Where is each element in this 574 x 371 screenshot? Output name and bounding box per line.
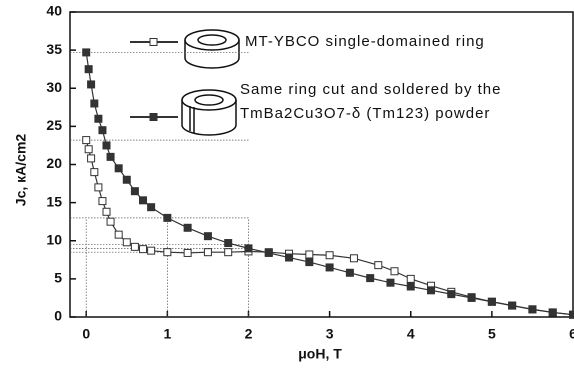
data-point [139,196,148,205]
data-point [147,246,156,255]
x-axis-label: μoH, T [298,346,342,362]
x-tick-label: 5 [488,326,496,342]
x-tick-label: 1 [163,326,171,342]
y-axis-label: Jc, кА/cm2 [13,134,29,207]
data-point [98,197,107,206]
data-point [447,290,456,299]
data-point [390,267,399,276]
data-point [130,187,139,196]
data-point [163,248,172,257]
x-tick-label: 2 [245,326,253,342]
data-point [82,136,91,145]
data-point [163,213,172,222]
data-point [406,282,415,291]
data-point [487,297,496,306]
data-point [82,48,91,57]
data-point [90,99,99,108]
series-line [85,139,574,316]
data-point [305,258,314,267]
data-point [106,152,115,161]
data-point [183,248,192,257]
data-point [94,183,103,192]
data-point [87,80,96,89]
data-point [98,126,107,135]
data-point [349,254,358,263]
data-point [90,168,99,177]
data-point [114,164,123,173]
y-tick-label: 30 [46,79,62,95]
legend-marker [149,113,158,121]
data-point [183,223,192,232]
data-point [224,239,233,248]
data-point [548,308,557,317]
x-tick-label: 4 [407,326,415,342]
data-point [374,261,383,270]
data-point [203,232,212,241]
series-line [85,52,574,316]
data-point [406,274,415,283]
data-point [244,244,253,253]
y-tick-label: 35 [46,41,62,57]
y-tick-label: 0 [54,308,62,324]
data-point [467,293,476,302]
data-point [122,175,131,184]
data-point [84,65,93,74]
data-point [87,154,96,163]
data-point [285,253,294,262]
ring-icon [184,29,240,69]
plot-frame [69,11,574,318]
y-tick-label: 15 [46,193,62,209]
data-point [325,251,334,260]
data-point [325,263,334,272]
data-point [366,274,375,283]
legend-marker [149,38,158,46]
data-point [106,217,115,226]
data-point [203,248,212,257]
data-point [345,268,354,277]
data-point [130,242,139,251]
data-point [114,230,123,239]
data-point [102,141,111,150]
data-point [528,305,537,314]
y-tick-label: 10 [46,231,62,247]
x-tick-label: 6 [569,326,574,342]
data-point [386,278,395,287]
data-point [508,301,517,310]
y-tick-label: 5 [54,270,62,286]
data-point [569,310,574,319]
data-point [84,145,93,154]
legend-label: Same ring cut and soldered by the TmBa2C… [240,81,502,122]
legend-label: MT-YBCO single-domained ring [245,33,485,50]
y-tick-label: 25 [46,117,62,133]
data-point [305,250,314,259]
data-point [224,248,233,257]
data-point [427,286,436,295]
data-point [102,207,111,216]
y-tick-label: 40 [46,3,62,19]
data-point [122,238,131,247]
data-point [94,114,103,123]
x-tick-label: 3 [326,326,334,342]
y-tick-label: 20 [46,155,62,171]
data-point [264,248,273,257]
data-point [147,203,156,212]
cut-ring-icon [181,89,237,136]
data-point [139,245,148,254]
x-tick-label: 0 [82,326,90,342]
